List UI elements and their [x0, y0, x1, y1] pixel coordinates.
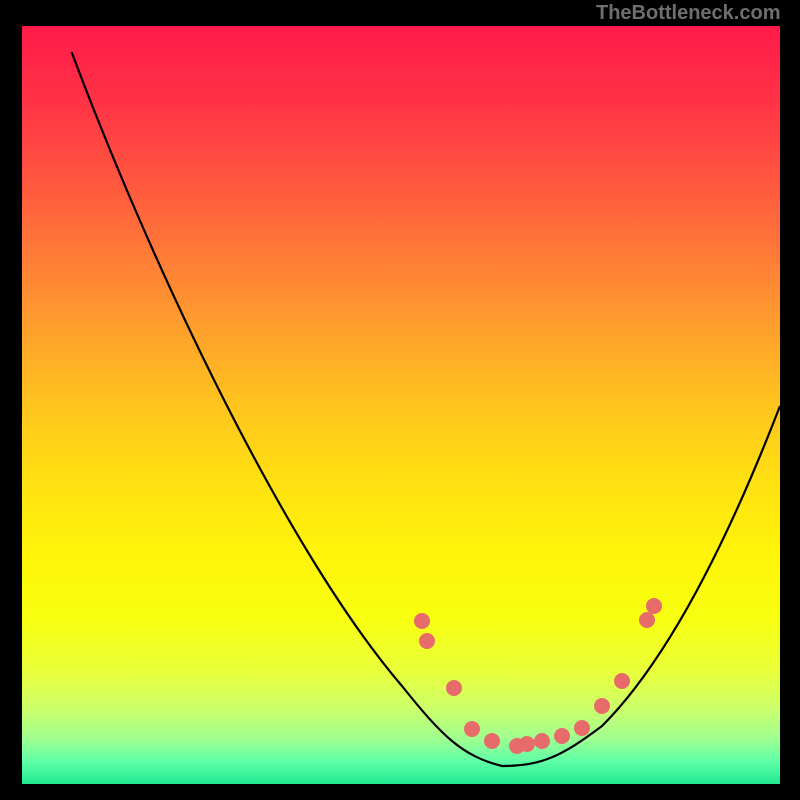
data-marker: [639, 612, 655, 628]
plot-area: [22, 26, 780, 784]
data-marker: [519, 736, 535, 752]
data-marker: [419, 633, 435, 649]
data-marker: [614, 673, 630, 689]
chart-svg: [0, 0, 800, 800]
data-marker: [534, 733, 550, 749]
data-marker: [574, 720, 590, 736]
data-marker: [484, 733, 500, 749]
attribution-text: TheBottleneck.com: [596, 2, 780, 25]
data-marker: [554, 728, 570, 744]
data-marker: [446, 680, 462, 696]
data-marker: [414, 613, 430, 629]
bottleneck-chart: TheBottleneck.com: [0, 0, 800, 800]
data-marker: [646, 598, 662, 614]
data-marker: [464, 721, 480, 737]
data-marker: [594, 698, 610, 714]
